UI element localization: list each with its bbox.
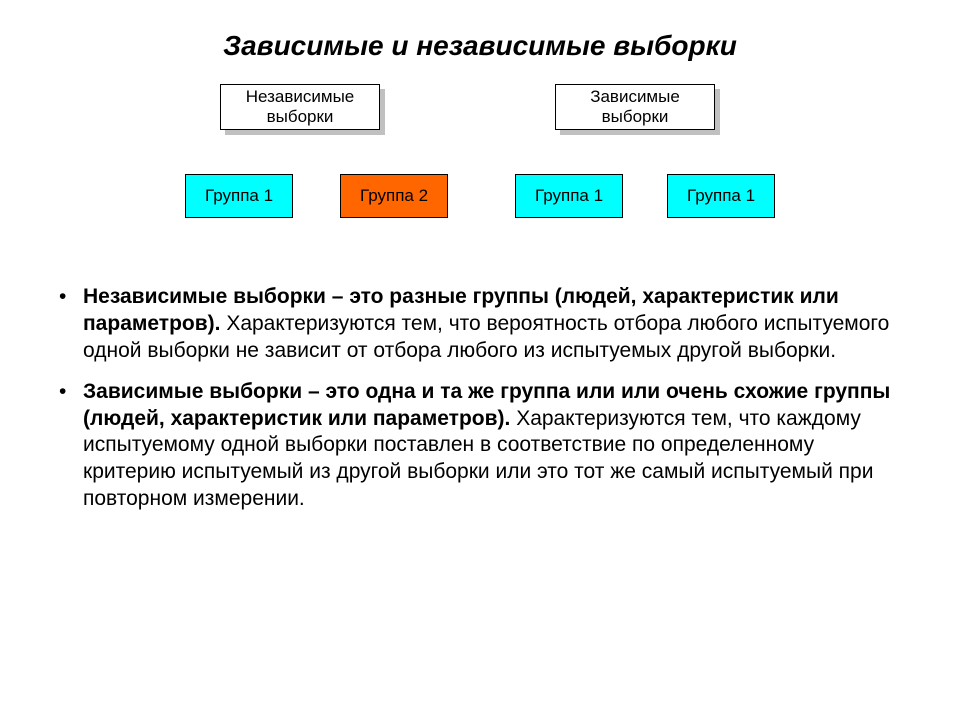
list-item: Независимые выборки – это разные группы … [55, 284, 905, 365]
header-box-dependent: Зависимые выборки [555, 84, 715, 130]
group-box-1: Группа 1 [185, 174, 293, 218]
list-item: Зависимые выборки – это одна и та же гру… [55, 379, 905, 513]
group-box-4: Группа 1 [667, 174, 775, 218]
text-content: Независимые выборки – это разные группы … [55, 284, 905, 513]
header-label: Независимые выборки [220, 84, 380, 130]
header-box-independent: Независимые выборки [220, 84, 380, 130]
diagram-area: Независимые выборки Зависимые выборки Гр… [185, 84, 905, 264]
header-label: Зависимые выборки [555, 84, 715, 130]
slide: Зависимые и независимые выборки Независи… [0, 0, 960, 720]
page-title: Зависимые и независимые выборки [55, 30, 905, 62]
group-box-3: Группа 1 [515, 174, 623, 218]
bullet-list: Независимые выборки – это разные группы … [55, 284, 905, 513]
group-box-2: Группа 2 [340, 174, 448, 218]
